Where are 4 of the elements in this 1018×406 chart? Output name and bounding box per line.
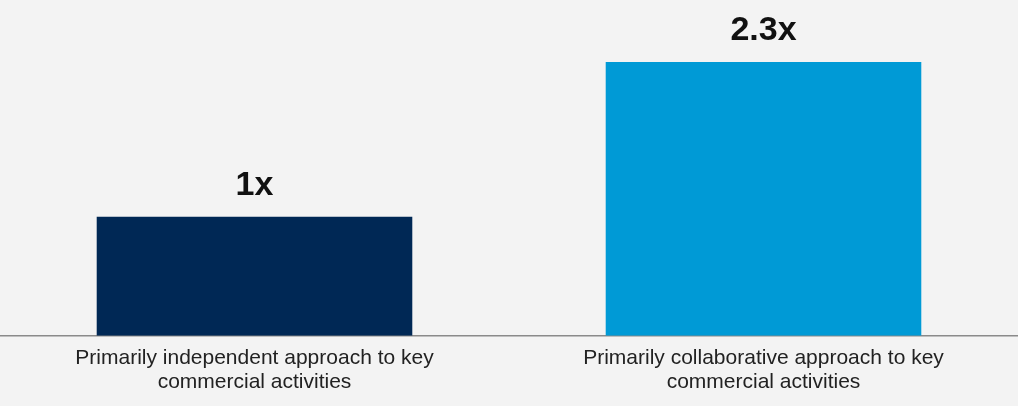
- x-tick-label: Primarily collaborative approach to key commercial activities: [583, 344, 945, 392]
- data-label: 2.3x: [730, 9, 797, 48]
- x-tick-label: Primarily independent approach to key commercial activities: [75, 344, 435, 392]
- data-label: 1x: [235, 164, 274, 203]
